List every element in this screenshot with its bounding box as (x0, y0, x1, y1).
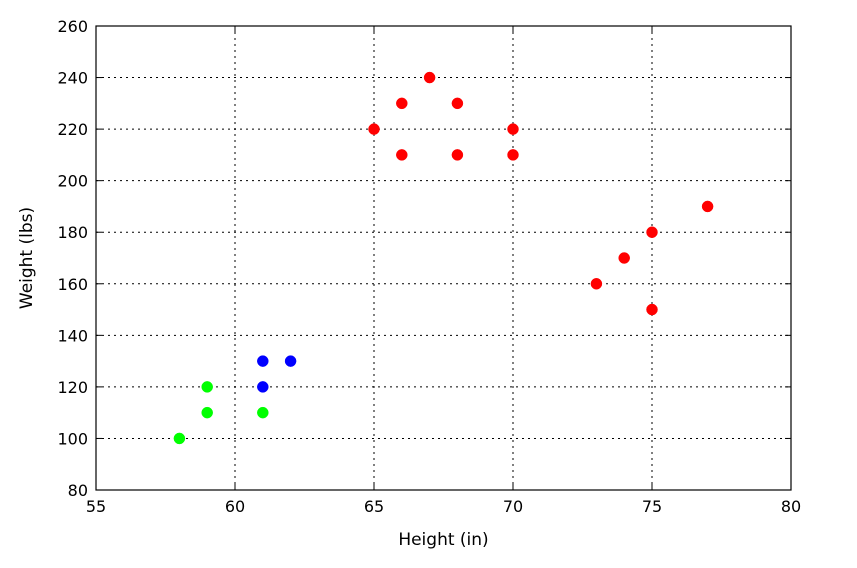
y-tick-label: 240 (57, 69, 88, 88)
data-points (173, 71, 714, 445)
data-point (451, 97, 464, 110)
data-point (701, 200, 714, 213)
data-point (618, 252, 630, 264)
data-point (201, 406, 213, 419)
y-tick-label: 160 (57, 275, 88, 294)
data-point (590, 278, 603, 290)
y-tick-label: 220 (57, 120, 88, 139)
grid-lines (96, 26, 791, 490)
x-tick-label: 55 (86, 497, 106, 516)
x-tick-label: 80 (781, 497, 801, 516)
data-point (507, 123, 519, 135)
data-point (646, 303, 658, 316)
y-tick-label: 180 (57, 223, 88, 242)
x-tick-label: 70 (503, 497, 523, 516)
x-tick-label: 60 (225, 497, 245, 516)
x-axis-label: Height (in) (398, 530, 488, 550)
x-tick-label: 75 (642, 497, 662, 516)
y-tick-label: 140 (57, 326, 88, 345)
y-tick-label: 200 (57, 172, 88, 191)
y-tick-label: 120 (57, 378, 88, 397)
data-point (173, 432, 186, 445)
data-point (257, 381, 269, 393)
data-point (368, 123, 380, 135)
data-point (507, 149, 519, 161)
axis-ticks: 55 60 65 70 75 80 80 100 120 140 160 180 200 220 240 26… (57, 17, 801, 516)
data-point (396, 149, 408, 161)
data-point (284, 355, 297, 367)
x-tick-label: 65 (364, 497, 384, 516)
data-point (451, 149, 464, 161)
y-tick-label: 100 (57, 429, 88, 448)
y-axis-label: Weight (lbs) (17, 207, 37, 309)
data-point (257, 355, 269, 367)
data-point (257, 406, 269, 419)
data-point (423, 71, 436, 84)
data-point (201, 381, 213, 393)
plot-frame (95, 25, 792, 491)
data-point (396, 97, 408, 110)
y-tick-label: 80 (68, 481, 88, 500)
data-point (646, 226, 658, 238)
y-tick-label: 260 (57, 17, 88, 36)
